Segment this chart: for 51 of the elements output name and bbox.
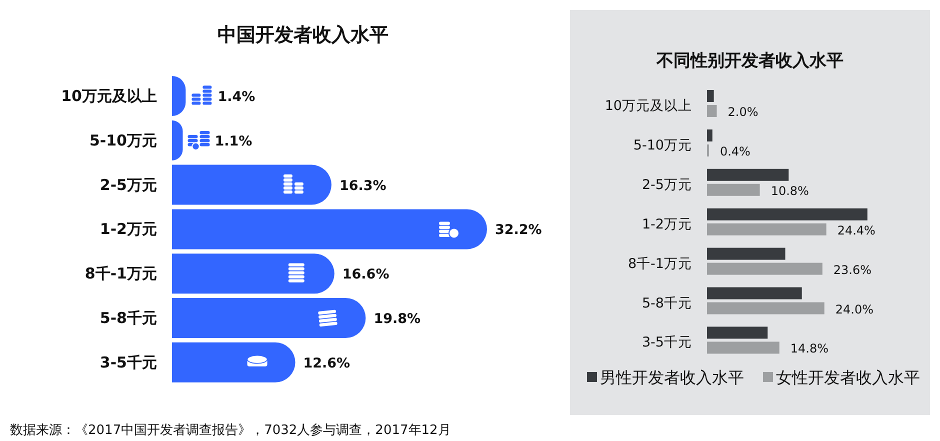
data-label: 16.6%	[342, 266, 390, 283]
y-tick-label: 1-2万元	[642, 216, 692, 232]
y-tick-label: 8千-1万元	[84, 264, 157, 283]
y-tick-label: 8千-1万元	[628, 256, 692, 272]
y-tick-label: 5-10万元	[89, 131, 157, 150]
data-label: 24.4%	[837, 223, 876, 238]
chart-title: 中国开发者收入水平	[218, 24, 388, 46]
y-tick-label: 10万元及以上	[604, 98, 692, 114]
y-tick-label: 2-5万元	[642, 176, 692, 193]
source-note: 数据来源：《2017中国开发者调查报告》，7032人参与调查，2017年12月	[10, 423, 451, 438]
y-tick-label: 2-5万元	[100, 176, 157, 194]
y-tick-label: 5-8千元	[642, 295, 692, 312]
data-label: 1.4%	[218, 89, 256, 105]
bar	[707, 129, 712, 142]
y-tick-label: 3-5千元	[642, 334, 692, 351]
data-label: 10.8%	[770, 184, 809, 198]
data-label: 12.6%	[303, 355, 351, 372]
bar	[707, 90, 714, 102]
data-label: 32.2%	[495, 222, 542, 238]
bar	[707, 208, 868, 220]
bar	[707, 105, 717, 117]
data-label: 14.8%	[790, 342, 828, 356]
y-tick-label: 3-5千元	[100, 353, 157, 372]
bar	[707, 287, 802, 300]
bar	[707, 248, 786, 260]
y-tick-label: 1-2万元	[100, 220, 157, 238]
bar	[172, 254, 334, 294]
legend-label: 男性开发者收入水平	[600, 368, 744, 387]
y-tick-label: 10万元及以上	[61, 87, 157, 105]
bar	[707, 262, 822, 275]
bar	[707, 326, 768, 339]
bar	[707, 168, 789, 181]
data-label: 1.1%	[214, 133, 253, 150]
data-label: 19.8%	[374, 311, 422, 327]
data-label: 24.0%	[835, 302, 874, 316]
data-label: 2.0%	[728, 105, 758, 119]
data-label: 23.6%	[833, 262, 872, 277]
bar	[172, 342, 296, 382]
y-tick-label: 5-8千元	[100, 309, 157, 327]
chart-title: 不同性别开发者收入水平	[656, 51, 844, 71]
bar	[172, 298, 366, 338]
bar	[707, 342, 780, 354]
bar	[707, 184, 760, 196]
legend-label: 女性开发者收入水平	[776, 368, 920, 387]
bar	[172, 209, 487, 250]
data-label: 16.3%	[339, 178, 387, 194]
bar	[707, 302, 824, 314]
data-label: 0.4%	[720, 144, 750, 158]
y-tick-label: 5-10万元	[633, 137, 692, 154]
bar	[707, 223, 826, 236]
bar	[172, 164, 332, 205]
